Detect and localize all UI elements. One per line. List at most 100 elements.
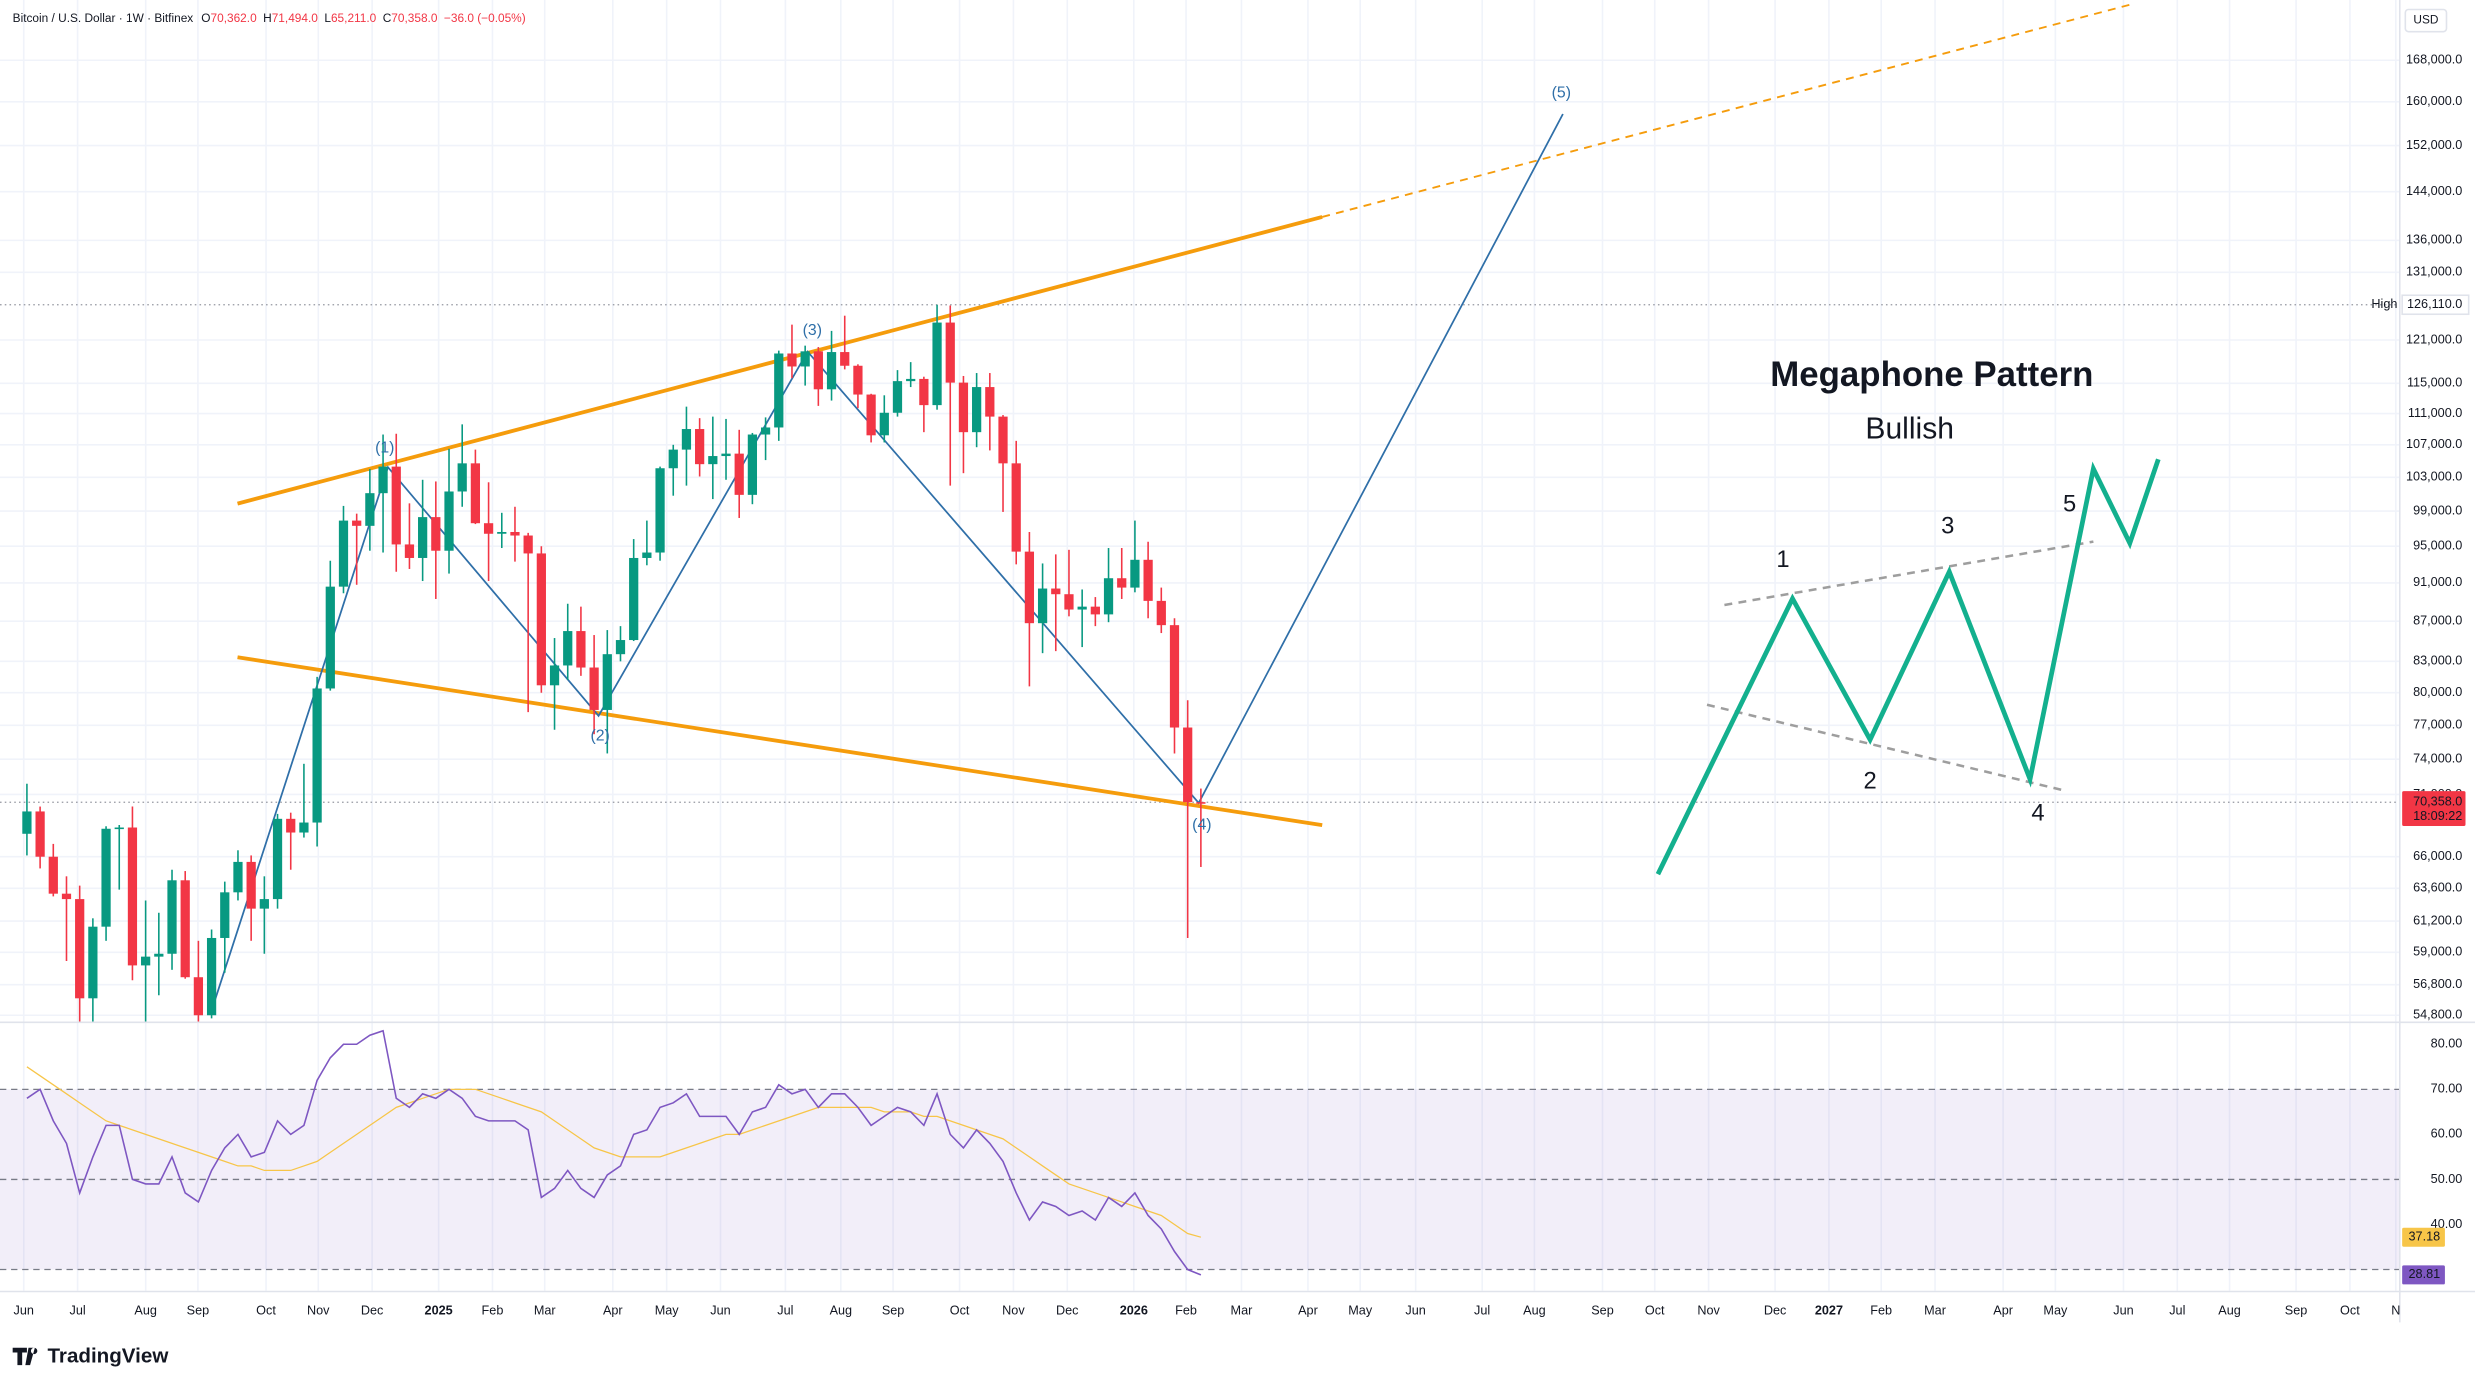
x-tick-label: Dec [1764, 1304, 1787, 1318]
pattern-point: 1 [1776, 546, 1789, 573]
x-tick-label: Sep [2285, 1304, 2308, 1318]
x-tick-label: Aug [134, 1304, 157, 1318]
y-tick-label: 111,000.0 [2408, 406, 2462, 420]
candle-body [1077, 606, 1087, 610]
candle-body [1196, 802, 1206, 804]
rsi-tick-label: 60.00 [2431, 1127, 2463, 1141]
x-tick-label: Sep [187, 1304, 210, 1318]
x-tick-label: Jun [710, 1304, 730, 1318]
trendline-extension [1321, 3, 2131, 218]
rsi-tick-label: 80.00 [2431, 1037, 2463, 1051]
candle-body [1037, 588, 1048, 624]
pattern-lower [1706, 703, 2064, 792]
candle-body [629, 557, 639, 641]
x-tick-label: Feb [1175, 1304, 1197, 1318]
candle-body [840, 352, 850, 366]
x-tick-label: Apr [603, 1304, 623, 1318]
legend-key: L [324, 11, 331, 25]
x-tick-label: Jul [2169, 1304, 2185, 1318]
candle-body [457, 463, 467, 492]
logo-text: TradingView [48, 1345, 170, 1368]
x-tick-label: May [1348, 1304, 1373, 1318]
y-tick-label: 168,000.0 [2406, 53, 2462, 67]
candle-body [272, 818, 283, 900]
candle-body [919, 378, 929, 406]
x-tick-label: Nov [1697, 1304, 1720, 1318]
candle-body [1143, 559, 1153, 601]
x-tick-label: Apr [1993, 1304, 2013, 1318]
candle-body [312, 688, 322, 823]
candle-body [246, 861, 256, 909]
high-value: 126,110.0 [2407, 297, 2462, 311]
x-tick-label: Jun [1405, 1304, 1425, 1318]
candle-body [127, 827, 138, 966]
countdown: 18:09:22 [2413, 809, 2462, 823]
candle-body [826, 352, 837, 390]
x-tick-label: 2025 [425, 1304, 453, 1318]
candle-body [444, 491, 454, 551]
candle-body [391, 466, 401, 545]
x-tick-label: Jul [777, 1304, 793, 1318]
candle-body [352, 520, 362, 526]
change: −36.0 (−0.05%) [444, 11, 526, 25]
candle-body [1130, 559, 1140, 588]
candle-body [180, 880, 190, 978]
candle-body [259, 899, 269, 909]
candle-body [220, 892, 230, 938]
y-tick-label: 80,000.0 [2413, 685, 2462, 699]
y-tick-label: 87,000.0 [2413, 614, 2462, 628]
x-tick-label: Oct [2340, 1304, 2360, 1318]
rsi-tick-label: 50.00 [2431, 1172, 2463, 1186]
x-tick-label: Mar [534, 1304, 556, 1318]
last-price: 70,358.0 [2413, 795, 2462, 809]
x-tick-label: Apr [1298, 1304, 1318, 1318]
drawings [209, 3, 2161, 1014]
candle-body [681, 429, 692, 450]
candle-body [431, 517, 441, 551]
candle-body [668, 449, 678, 469]
pattern-point: 2 [1863, 768, 1876, 795]
candle-body [906, 378, 916, 382]
candle-body [1117, 578, 1127, 588]
wave-label: (5) [1552, 85, 1571, 102]
y-tick-label: 61,200.0 [2413, 913, 2462, 927]
candle-body [958, 382, 969, 433]
candle-body [774, 353, 784, 428]
candle-body [167, 880, 177, 954]
candle-body [470, 463, 481, 524]
x-tick-label: Nov [1002, 1304, 1025, 1318]
y-tick-label: 144,000.0 [2406, 184, 2462, 198]
candle-body [299, 822, 309, 833]
x-tick-label: Sep [1591, 1304, 1614, 1318]
logo-icon [12, 1347, 38, 1366]
x-tick-label: Oct [256, 1304, 276, 1318]
logo: TradingView [12, 1345, 170, 1368]
pattern-point: 5 [2063, 490, 2076, 517]
legend: Bitcoin / U.S. Dollar · 1W · Bitfinex O7… [13, 11, 526, 25]
candle-body [418, 517, 428, 558]
x-tick-label: Jun [2113, 1304, 2133, 1318]
candle-body [114, 827, 124, 830]
y-tick-label: 77,000.0 [2413, 718, 2462, 732]
candle-body [642, 552, 652, 558]
y-tick-label: 83,000.0 [2413, 654, 2462, 668]
rsi-value: 37.18 [2408, 1230, 2440, 1244]
x-tick-label: Oct [950, 1304, 970, 1318]
candle-body [378, 466, 388, 494]
candle-body [154, 953, 164, 957]
currency-button[interactable] [2404, 8, 2448, 33]
currency[interactable]: USD [2413, 13, 2438, 27]
wave-labels: (1) (2) (3) (4) (5) [375, 85, 1571, 834]
candle-body [483, 523, 494, 534]
pattern-subtitle: Bullish [1865, 413, 1954, 446]
candles [22, 304, 1206, 1022]
candle-body [563, 631, 573, 666]
rsi-tick-label: 70.00 [2431, 1082, 2463, 1096]
x-tick-label: Feb [1870, 1304, 1892, 1318]
y-tick-label: 56,800.0 [2413, 977, 2462, 991]
y-tick-label: 63,600.0 [2413, 881, 2462, 895]
legend-value: 70,358.0 [391, 11, 438, 25]
rsi-value-box [2402, 1227, 2445, 1247]
y-tick-label: 54,800.0 [2413, 1008, 2462, 1022]
wave-label: (1) [375, 439, 394, 456]
